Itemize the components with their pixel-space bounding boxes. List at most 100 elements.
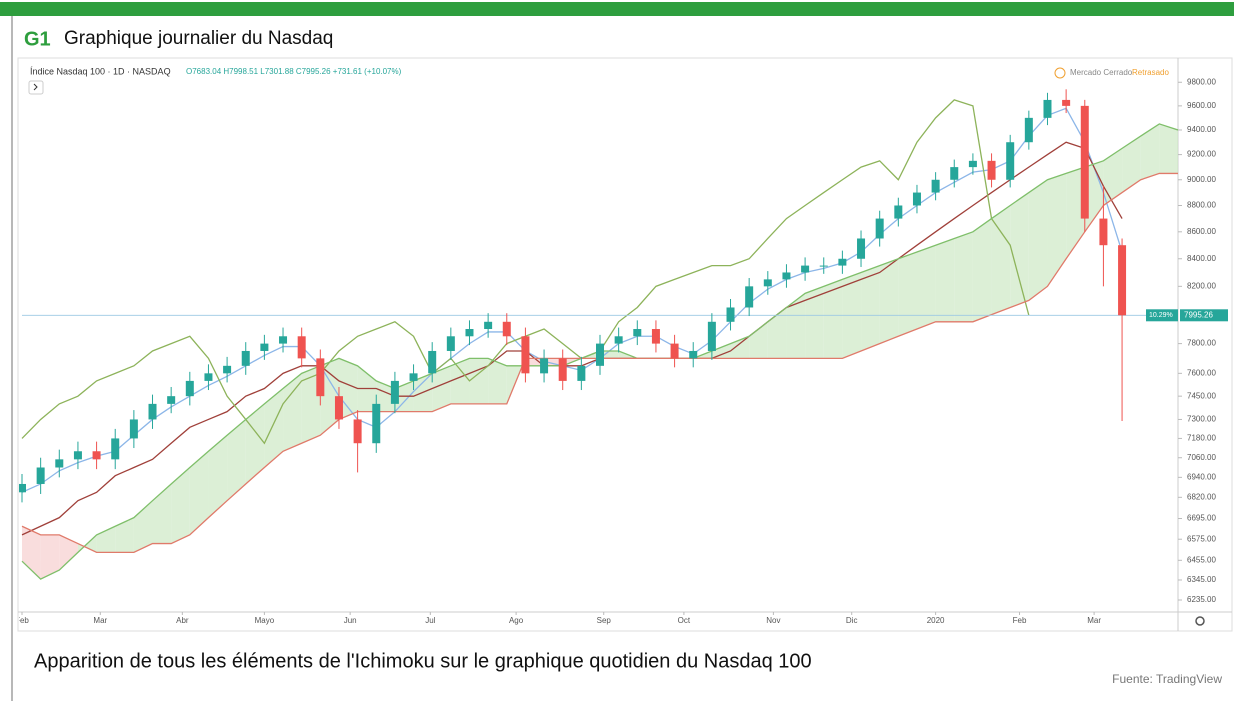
candle-body — [129, 419, 138, 439]
cloud — [77, 534, 97, 553]
candle-body — [55, 459, 64, 468]
expand-icon — [33, 83, 38, 91]
cloud — [544, 358, 563, 366]
candle-body — [633, 329, 642, 337]
cloud — [171, 467, 190, 544]
y-tick-label: 8400.00 — [1187, 254, 1216, 263]
candle-body — [241, 350, 250, 366]
cloud — [469, 358, 489, 404]
candle-body — [502, 321, 511, 337]
candle-body — [260, 343, 269, 351]
cloud — [898, 251, 917, 337]
x-tick-label: Jun — [344, 616, 357, 625]
y-tick-label: 9400.00 — [1187, 125, 1216, 134]
y-tick-label: 6695.00 — [1187, 514, 1216, 523]
candle-body — [894, 205, 903, 219]
candle-body — [334, 396, 343, 420]
candle-body — [428, 350, 437, 374]
market-status: Mercado Cerrado — [1070, 68, 1133, 77]
cloud — [1122, 136, 1141, 193]
cloud — [711, 343, 731, 359]
cloud — [1047, 173, 1067, 287]
axes: 9800.00 9600.00 9400.00 9200.00 9000.00 8800.… — [19, 77, 1228, 625]
candle-body — [92, 451, 101, 460]
cloud — [432, 365, 451, 412]
x-tick-label: Dic — [846, 616, 858, 625]
cloud — [1028, 179, 1048, 301]
candle-body — [651, 329, 660, 344]
candle-body — [987, 160, 996, 180]
candle-body — [353, 419, 362, 444]
symbol: Índice Nasdaq 100 · 1D · NASDAQ — [30, 66, 171, 76]
badge: G1 — [24, 28, 51, 50]
candle-body — [521, 336, 530, 374]
cloud — [208, 435, 228, 518]
candle-body — [167, 396, 176, 404]
ohlc: O7683.04 H7998.51 L7301.88 C7995.26 +731… — [186, 67, 402, 76]
cloud — [916, 245, 936, 330]
settings-icon[interactable] — [1195, 616, 1205, 626]
candle-body — [1024, 117, 1033, 143]
y-tick-label: 6820.00 — [1187, 492, 1216, 501]
cloud — [972, 218, 992, 322]
candle-body — [465, 329, 474, 337]
candle-body — [801, 265, 810, 273]
candle-body — [912, 192, 921, 206]
y-tick-label: 6345.00 — [1187, 575, 1216, 584]
last-price-label: 7995.26 — [1184, 310, 1213, 319]
x-tick-label: Oct — [678, 616, 691, 625]
candle-body — [148, 403, 157, 420]
candle-body — [185, 380, 194, 397]
y-tick-label: 7450.00 — [1187, 391, 1216, 400]
cloud — [1159, 123, 1178, 174]
x-tick-label: Mar — [93, 616, 107, 625]
x-tick-label: Ago — [509, 616, 524, 625]
candle-body — [763, 279, 772, 287]
candle-body — [931, 179, 940, 193]
x-tick-label: Feb — [1013, 616, 1027, 625]
cloud — [1010, 192, 1029, 308]
cloud — [283, 373, 302, 452]
y-tick-label: 7600.00 — [1187, 368, 1216, 377]
figure-title: Graphique journalier du Nasdaq — [64, 28, 333, 49]
y-tick-label: 8800.00 — [1187, 201, 1216, 210]
candle-body — [297, 336, 306, 359]
cloud — [488, 358, 507, 404]
cloud — [40, 534, 60, 580]
candle-body — [857, 238, 866, 259]
cloud — [805, 286, 824, 359]
y-tick-label: 7060.00 — [1187, 453, 1216, 462]
x-tick-label: Jul — [425, 616, 435, 625]
cloud — [525, 358, 545, 366]
candle-body — [1062, 99, 1071, 106]
y-tick-label: 9200.00 — [1187, 150, 1216, 159]
candle-body — [73, 451, 82, 460]
cloud — [879, 258, 899, 344]
candle-body — [838, 258, 847, 266]
candle-body — [19, 483, 26, 493]
candle-body — [558, 358, 567, 381]
cloud — [59, 534, 78, 571]
y-tick-label: 8600.00 — [1187, 227, 1216, 236]
x-tick-label: Sep — [597, 616, 612, 625]
plot — [19, 89, 1178, 580]
candle-body — [279, 336, 288, 344]
y-tick-label: 7300.00 — [1187, 415, 1216, 424]
candle-body — [446, 336, 455, 351]
y-tick-label: 6235.00 — [1187, 595, 1216, 604]
cloud — [1140, 123, 1160, 180]
candle-body — [1080, 105, 1089, 219]
candle-body — [614, 336, 623, 344]
y-tick-label: 9600.00 — [1187, 101, 1216, 110]
cloud — [1103, 148, 1123, 206]
cloud — [991, 205, 1011, 315]
delay-status: Retrasado — [1132, 68, 1169, 77]
candle-body — [36, 467, 45, 484]
indicator-line — [21, 141, 1123, 536]
cloud — [450, 358, 470, 404]
cloud — [935, 238, 955, 322]
x-tick-label: Nov — [766, 616, 780, 625]
source: Fuente: TradingView — [1112, 672, 1222, 686]
candle-body — [204, 373, 213, 381]
